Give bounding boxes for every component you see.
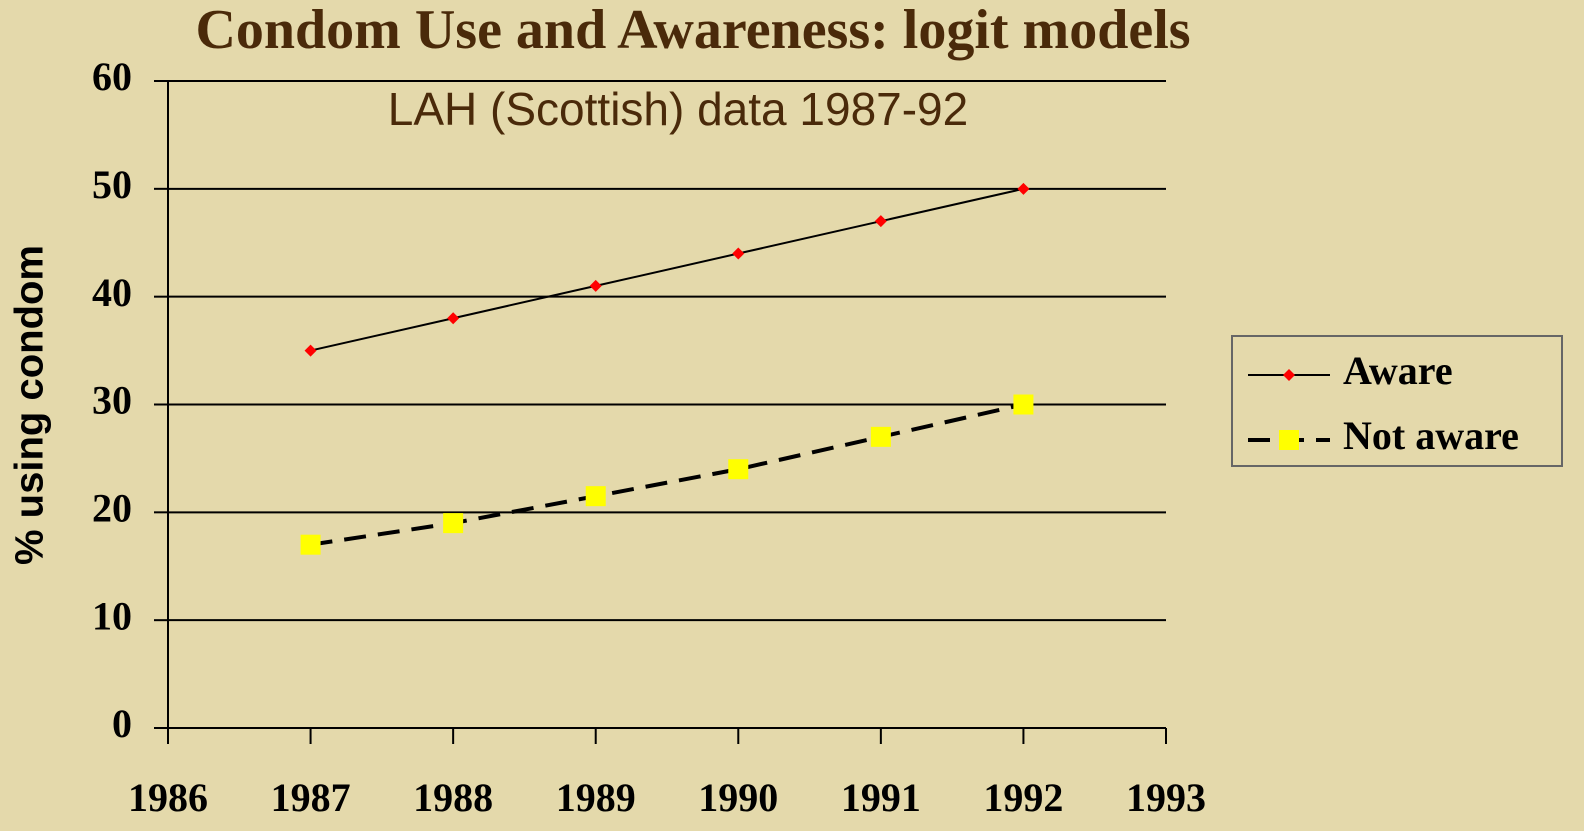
y-tick-label: 60 — [92, 54, 132, 99]
x-tick-label: 1989 — [556, 775, 636, 820]
chart-title: Condom Use and Awareness: logit models — [195, 0, 1190, 61]
marker — [732, 247, 745, 260]
legend-marker — [1283, 369, 1295, 381]
legend-box — [1231, 335, 1563, 467]
y-tick-label: 0 — [112, 701, 132, 746]
series-line — [310, 187, 1024, 352]
legend-label: Aware — [1343, 348, 1453, 393]
x-tick-label: 1992 — [983, 775, 1063, 820]
y-tick-label: 40 — [92, 270, 132, 315]
marker — [304, 344, 317, 357]
y-tick-label: 30 — [92, 378, 132, 423]
x-tick-label: 1991 — [841, 775, 921, 820]
marker — [1017, 182, 1030, 195]
legend-label: Not aware — [1343, 413, 1519, 458]
marker — [870, 426, 891, 447]
y-tick-label: 10 — [92, 593, 132, 638]
x-tick-label: 1990 — [698, 775, 778, 820]
series-line — [310, 402, 1024, 547]
marker — [1013, 394, 1034, 415]
marker — [728, 459, 749, 480]
x-tick-label: 1986 — [128, 775, 208, 820]
legend-marker — [1279, 430, 1299, 450]
y-axis-label: % using condom — [8, 245, 52, 565]
marker — [443, 513, 464, 534]
y-tick-label: 50 — [92, 162, 132, 207]
marker — [585, 486, 606, 507]
marker — [589, 279, 602, 292]
chart-subtitle: LAH (Scottish) data 1987-92 — [388, 83, 968, 135]
y-tick-label: 20 — [92, 486, 132, 531]
x-tick-label: 1987 — [271, 775, 351, 820]
x-tick-label: 1993 — [1126, 775, 1206, 820]
marker — [300, 534, 321, 555]
marker — [447, 312, 460, 325]
x-tick-label: 1988 — [413, 775, 493, 820]
marker — [874, 215, 887, 228]
